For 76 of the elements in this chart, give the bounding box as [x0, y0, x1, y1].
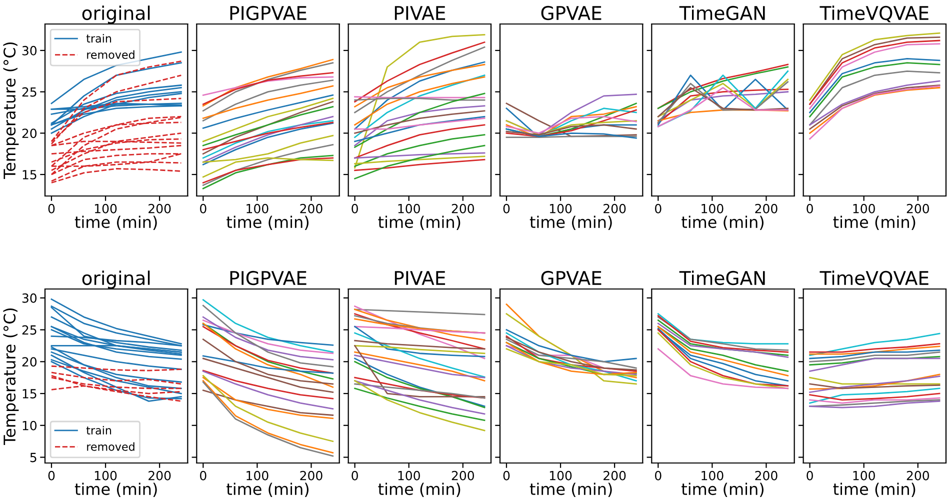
y-tick-label: 5 — [30, 452, 36, 462]
x-tick-label: 200 — [300, 470, 322, 480]
x-axis-title: time (min) — [833, 216, 916, 230]
x-axis-title: time (min) — [530, 482, 612, 497]
legend-label: train — [86, 426, 112, 435]
chart-title: PIGPVAE — [230, 270, 306, 286]
x-tick-label: 200 — [148, 204, 171, 214]
x-tick-label: 0 — [48, 470, 55, 480]
chart-title: TimeGAN — [679, 6, 765, 20]
x-axis-title: time (min) — [530, 216, 612, 230]
x-tick-label: 100 — [398, 204, 420, 214]
x-tick-label: 200 — [452, 204, 474, 214]
x-tick-label: 0 — [200, 204, 206, 214]
x-tick-label: 0 — [352, 204, 358, 214]
chart-title: PIVAE — [394, 271, 446, 285]
x-tick-label: 100 — [398, 470, 420, 480]
x-tick-label: 100 — [94, 204, 117, 214]
x-axis-title: time (min) — [378, 216, 460, 230]
x-tick-label: 100 — [702, 470, 724, 480]
y-tick-label: 10 — [22, 420, 37, 430]
x-tick-label: 200 — [604, 204, 626, 214]
x-axis-title: time (min) — [226, 482, 308, 497]
chart-title: TimeGAN — [679, 270, 765, 286]
x-tick-label: 200 — [906, 204, 929, 214]
x-axis-title: time (min) — [682, 482, 764, 497]
x-tick-label: 0 — [200, 470, 206, 480]
x-tick-label: 0 — [352, 470, 358, 480]
x-tick-label: 0 — [48, 204, 55, 214]
x-tick-label: 200 — [452, 470, 474, 480]
y-tick-label: 30 — [22, 293, 37, 303]
y-axis-title: Temperature (°C) — [3, 308, 19, 445]
x-tick-label: 0 — [806, 470, 813, 480]
chart-title: GPVAE — [541, 6, 602, 20]
y-tick-label: 25 — [22, 325, 36, 335]
chart-title: original — [82, 6, 150, 24]
legend-label: train — [86, 34, 112, 43]
chart-title: TimeVQVAE — [820, 270, 928, 288]
x-tick-label: 0 — [503, 204, 510, 214]
chart-title: original — [82, 270, 150, 289]
chart-title: PIGPVAE — [230, 6, 306, 20]
x-tick-label: 100 — [94, 470, 117, 480]
x-axis-title: time (min) — [833, 482, 916, 497]
x-tick-label: 200 — [755, 204, 778, 214]
legend-label: removed — [87, 442, 134, 451]
x-tick-label: 100 — [702, 204, 724, 214]
x-tick-label: 200 — [755, 470, 778, 480]
x-tick-label: 100 — [246, 204, 268, 214]
x-tick-label: 200 — [906, 470, 929, 480]
x-tick-label: 100 — [550, 204, 572, 214]
chart-title: TimeVQVAE — [820, 6, 928, 22]
x-tick-label: 200 — [604, 470, 626, 480]
legend-label: removed — [87, 50, 134, 59]
y-tick-label: 20 — [22, 357, 37, 367]
y-axis-title: Temperature (°C) — [3, 42, 19, 179]
x-tick-label: 0 — [503, 470, 510, 480]
chart-title: PIVAE — [394, 6, 446, 20]
x-axis-title: time (min) — [74, 216, 157, 230]
x-axis-title: time (min) — [682, 216, 764, 230]
x-axis-title: time (min) — [74, 482, 157, 497]
x-tick-label: 100 — [246, 470, 268, 480]
y-tick-label: 15 — [22, 170, 36, 180]
chart-title: GPVAE — [541, 270, 602, 286]
y-tick-label: 15 — [22, 389, 36, 398]
x-tick-label: 0 — [655, 204, 662, 214]
x-tick-label: 100 — [550, 470, 572, 480]
x-tick-label: 100 — [853, 470, 875, 480]
x-tick-label: 0 — [655, 470, 662, 480]
x-tick-label: 100 — [853, 204, 875, 214]
x-tick-label: 0 — [806, 204, 813, 214]
y-tick-label: 25 — [22, 87, 36, 97]
x-axis-title: time (min) — [378, 482, 460, 497]
x-axis-title: time (min) — [226, 216, 308, 230]
y-tick-label: 30 — [22, 46, 37, 56]
y-tick-label: 20 — [22, 128, 37, 138]
x-tick-label: 200 — [148, 470, 171, 480]
x-tick-label: 200 — [300, 204, 322, 214]
